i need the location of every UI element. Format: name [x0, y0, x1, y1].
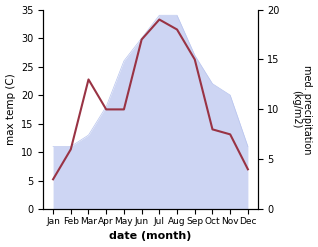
Y-axis label: med. precipitation
(kg/m2): med. precipitation (kg/m2) [291, 65, 313, 154]
X-axis label: date (month): date (month) [109, 231, 192, 242]
Y-axis label: max temp (C): max temp (C) [5, 74, 16, 145]
